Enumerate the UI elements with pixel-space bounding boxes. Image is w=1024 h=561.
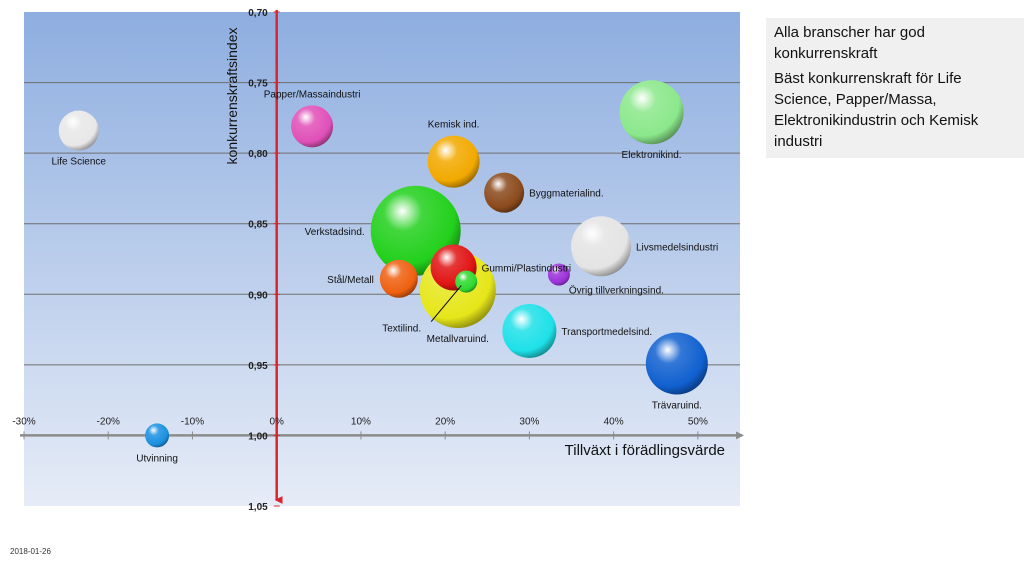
bubble-travaruind [645, 332, 708, 395]
bubble-byggmaterialind [484, 172, 525, 213]
y-tick-label: 0,70 [248, 8, 268, 19]
bubble-label: Metallvaruind. [427, 334, 489, 345]
x-tick-label: 10% [351, 416, 371, 427]
bubble-label: Textilind. [382, 324, 421, 335]
bubble-labels: Life Science Papper/Massaindustri Kemisk i… [52, 89, 719, 464]
bubble-transportmedelsind [502, 303, 557, 358]
bubble-label: Stål/Metall [327, 274, 374, 286]
bubble-stal-metall [379, 259, 418, 298]
bubble-label: Byggmaterialind. [529, 189, 603, 200]
y-tick-label: 0,85 [248, 220, 268, 231]
tick-labels: -30% -20% -10% 0% 10% 20% 30% 40% 50% 0,70 0,75 0,8… [12, 8, 708, 513]
bubble-elektronikind [619, 80, 684, 145]
bubble-label: Elektronikind. [622, 150, 682, 161]
bubble-label: Papper/Massaindustri [264, 89, 361, 100]
y-axis-title: konkurrenskraftsindex [224, 28, 240, 165]
y-tick-label: 1,00 [248, 431, 268, 442]
bubble-label: Kemisk ind. [428, 120, 480, 131]
bubble-label: Övrig tillverkningsind. [569, 285, 664, 297]
bubble-papper-massaindustri [291, 105, 334, 148]
bubble-ovrig-tillverkningsind [547, 263, 570, 286]
y-tick-label: 0,95 [248, 361, 268, 372]
bubble-kemisk-ind [427, 135, 480, 188]
info-line-1: Alla branscher har god konkurrenskraft [774, 24, 925, 62]
y-tick-label: 0,90 [248, 290, 268, 301]
info-box: Alla branscher har god konkurrenskraft B… [766, 18, 1024, 158]
info-line-2: Bäst konkurrenskraft för Life Science, P… [774, 70, 979, 150]
x-tick-label: 50% [688, 416, 708, 427]
axes [20, 10, 744, 507]
x-tick-label: -30% [12, 416, 35, 427]
y-tick-label: 0,80 [248, 149, 268, 160]
bubble-label: Livsmedelsindustri [636, 242, 718, 253]
callout-line [430, 285, 462, 322]
x-axis-title: Tillväxt i förädlingsvärde [565, 442, 725, 459]
x-tick-label: 40% [604, 416, 624, 427]
bubble-label: Transportmedelsind. [561, 327, 652, 338]
bubble-utvinning [145, 423, 170, 448]
x-tick-label: 20% [435, 416, 455, 427]
bubbles [58, 80, 708, 448]
x-tick-label: -20% [97, 416, 120, 427]
x-tick-label: -10% [181, 416, 204, 427]
bubble-label: Verkstadsind. [305, 227, 365, 238]
bubble-label: Life Science [52, 157, 107, 168]
y-tick-label: 1,05 [248, 502, 268, 513]
bubble-label: Trävaruind. [652, 400, 702, 411]
date-stamp: 2018-01-26 [10, 547, 51, 556]
x-tick-label: 0% [269, 416, 284, 427]
bubble-textilind [455, 270, 478, 293]
y-tick-label: 0,75 [248, 79, 268, 90]
x-tick-label: 30% [519, 416, 539, 427]
bubble-life-science [58, 110, 99, 151]
bubble-label: Utvinning [136, 453, 178, 464]
bubble-label: Gummi/Plastindustri [482, 263, 571, 274]
bubble-livsmedelsindustri [571, 216, 632, 277]
